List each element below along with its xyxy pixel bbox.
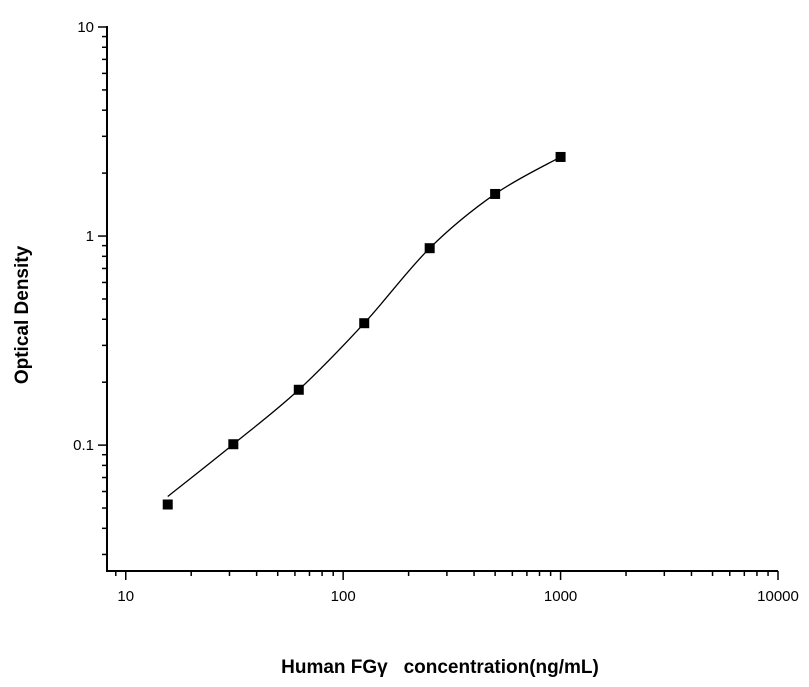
data-point [424, 243, 435, 254]
data-point [293, 384, 304, 395]
x-tick-label: 100 [331, 588, 356, 605]
marks [162, 151, 566, 510]
data-point [228, 439, 239, 450]
axes [106, 26, 778, 572]
y-axis-title: Optical Density [12, 245, 33, 384]
x-tick-label: 10000 [757, 588, 799, 605]
x-tick-label: 1000 [544, 588, 577, 605]
data-point [490, 188, 501, 199]
y-tick-label: 1 [86, 228, 94, 245]
data-point [555, 151, 566, 162]
data-point [162, 499, 173, 510]
data-point [359, 318, 370, 329]
x-tick-label: 10 [117, 588, 134, 605]
x-axis-title: Human FGγ concentration(ng/mL) [281, 657, 599, 678]
y-tick-label: 10 [77, 19, 94, 36]
y-tick-label: 0.1 [73, 437, 94, 454]
ticks: 10 100 1000 10000 0.1 1 10 [73, 19, 799, 605]
